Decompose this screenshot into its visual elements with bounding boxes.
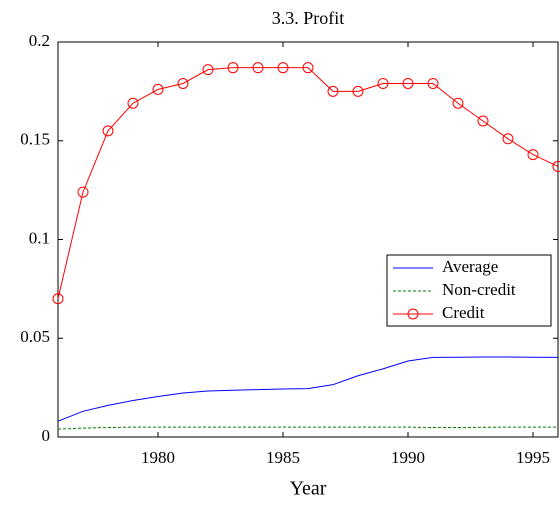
legend-marker	[407, 308, 419, 320]
y-tick-label: 0.2	[29, 31, 50, 50]
series-marker	[327, 85, 339, 97]
series-marker	[377, 77, 389, 89]
y-tick-label: 0.05	[20, 327, 50, 346]
x-tick-label: 1990	[391, 448, 425, 467]
series-marker	[552, 160, 560, 172]
x-tick-label: 1980	[141, 448, 175, 467]
series-line	[57, 356, 559, 422]
legend-label: Credit	[442, 303, 485, 322]
series-line	[57, 426, 558, 430]
series-marker	[102, 125, 114, 137]
series-marker	[302, 62, 314, 74]
plot-frame	[57, 41, 559, 438]
series-marker	[352, 85, 364, 97]
series-marker	[277, 62, 289, 74]
series-marker	[452, 97, 464, 109]
y-tick-label: 0.1	[29, 228, 50, 247]
y-tick-label: 0.15	[20, 130, 50, 149]
chart-title: 3.3. Profit	[272, 8, 345, 28]
series-marker	[127, 97, 139, 109]
legend-label: Average	[442, 257, 498, 276]
series-marker	[177, 77, 189, 89]
series-marker	[227, 62, 239, 74]
x-tick-label: 1995	[516, 448, 550, 467]
x-tick-label: 1985	[266, 448, 300, 467]
series-marker	[402, 77, 414, 89]
series-marker	[427, 77, 439, 89]
series-marker	[527, 149, 539, 161]
series-marker	[152, 83, 164, 95]
series-marker	[52, 293, 64, 305]
series-marker	[252, 62, 264, 74]
x-axis-label: Year	[290, 478, 327, 500]
series-marker	[202, 64, 214, 76]
series-line	[57, 67, 559, 299]
legend-label: Non-credit	[442, 280, 516, 299]
series-marker	[77, 186, 89, 198]
series-marker	[502, 133, 514, 145]
y-tick-label: 0	[42, 426, 51, 445]
series-marker	[477, 115, 489, 127]
